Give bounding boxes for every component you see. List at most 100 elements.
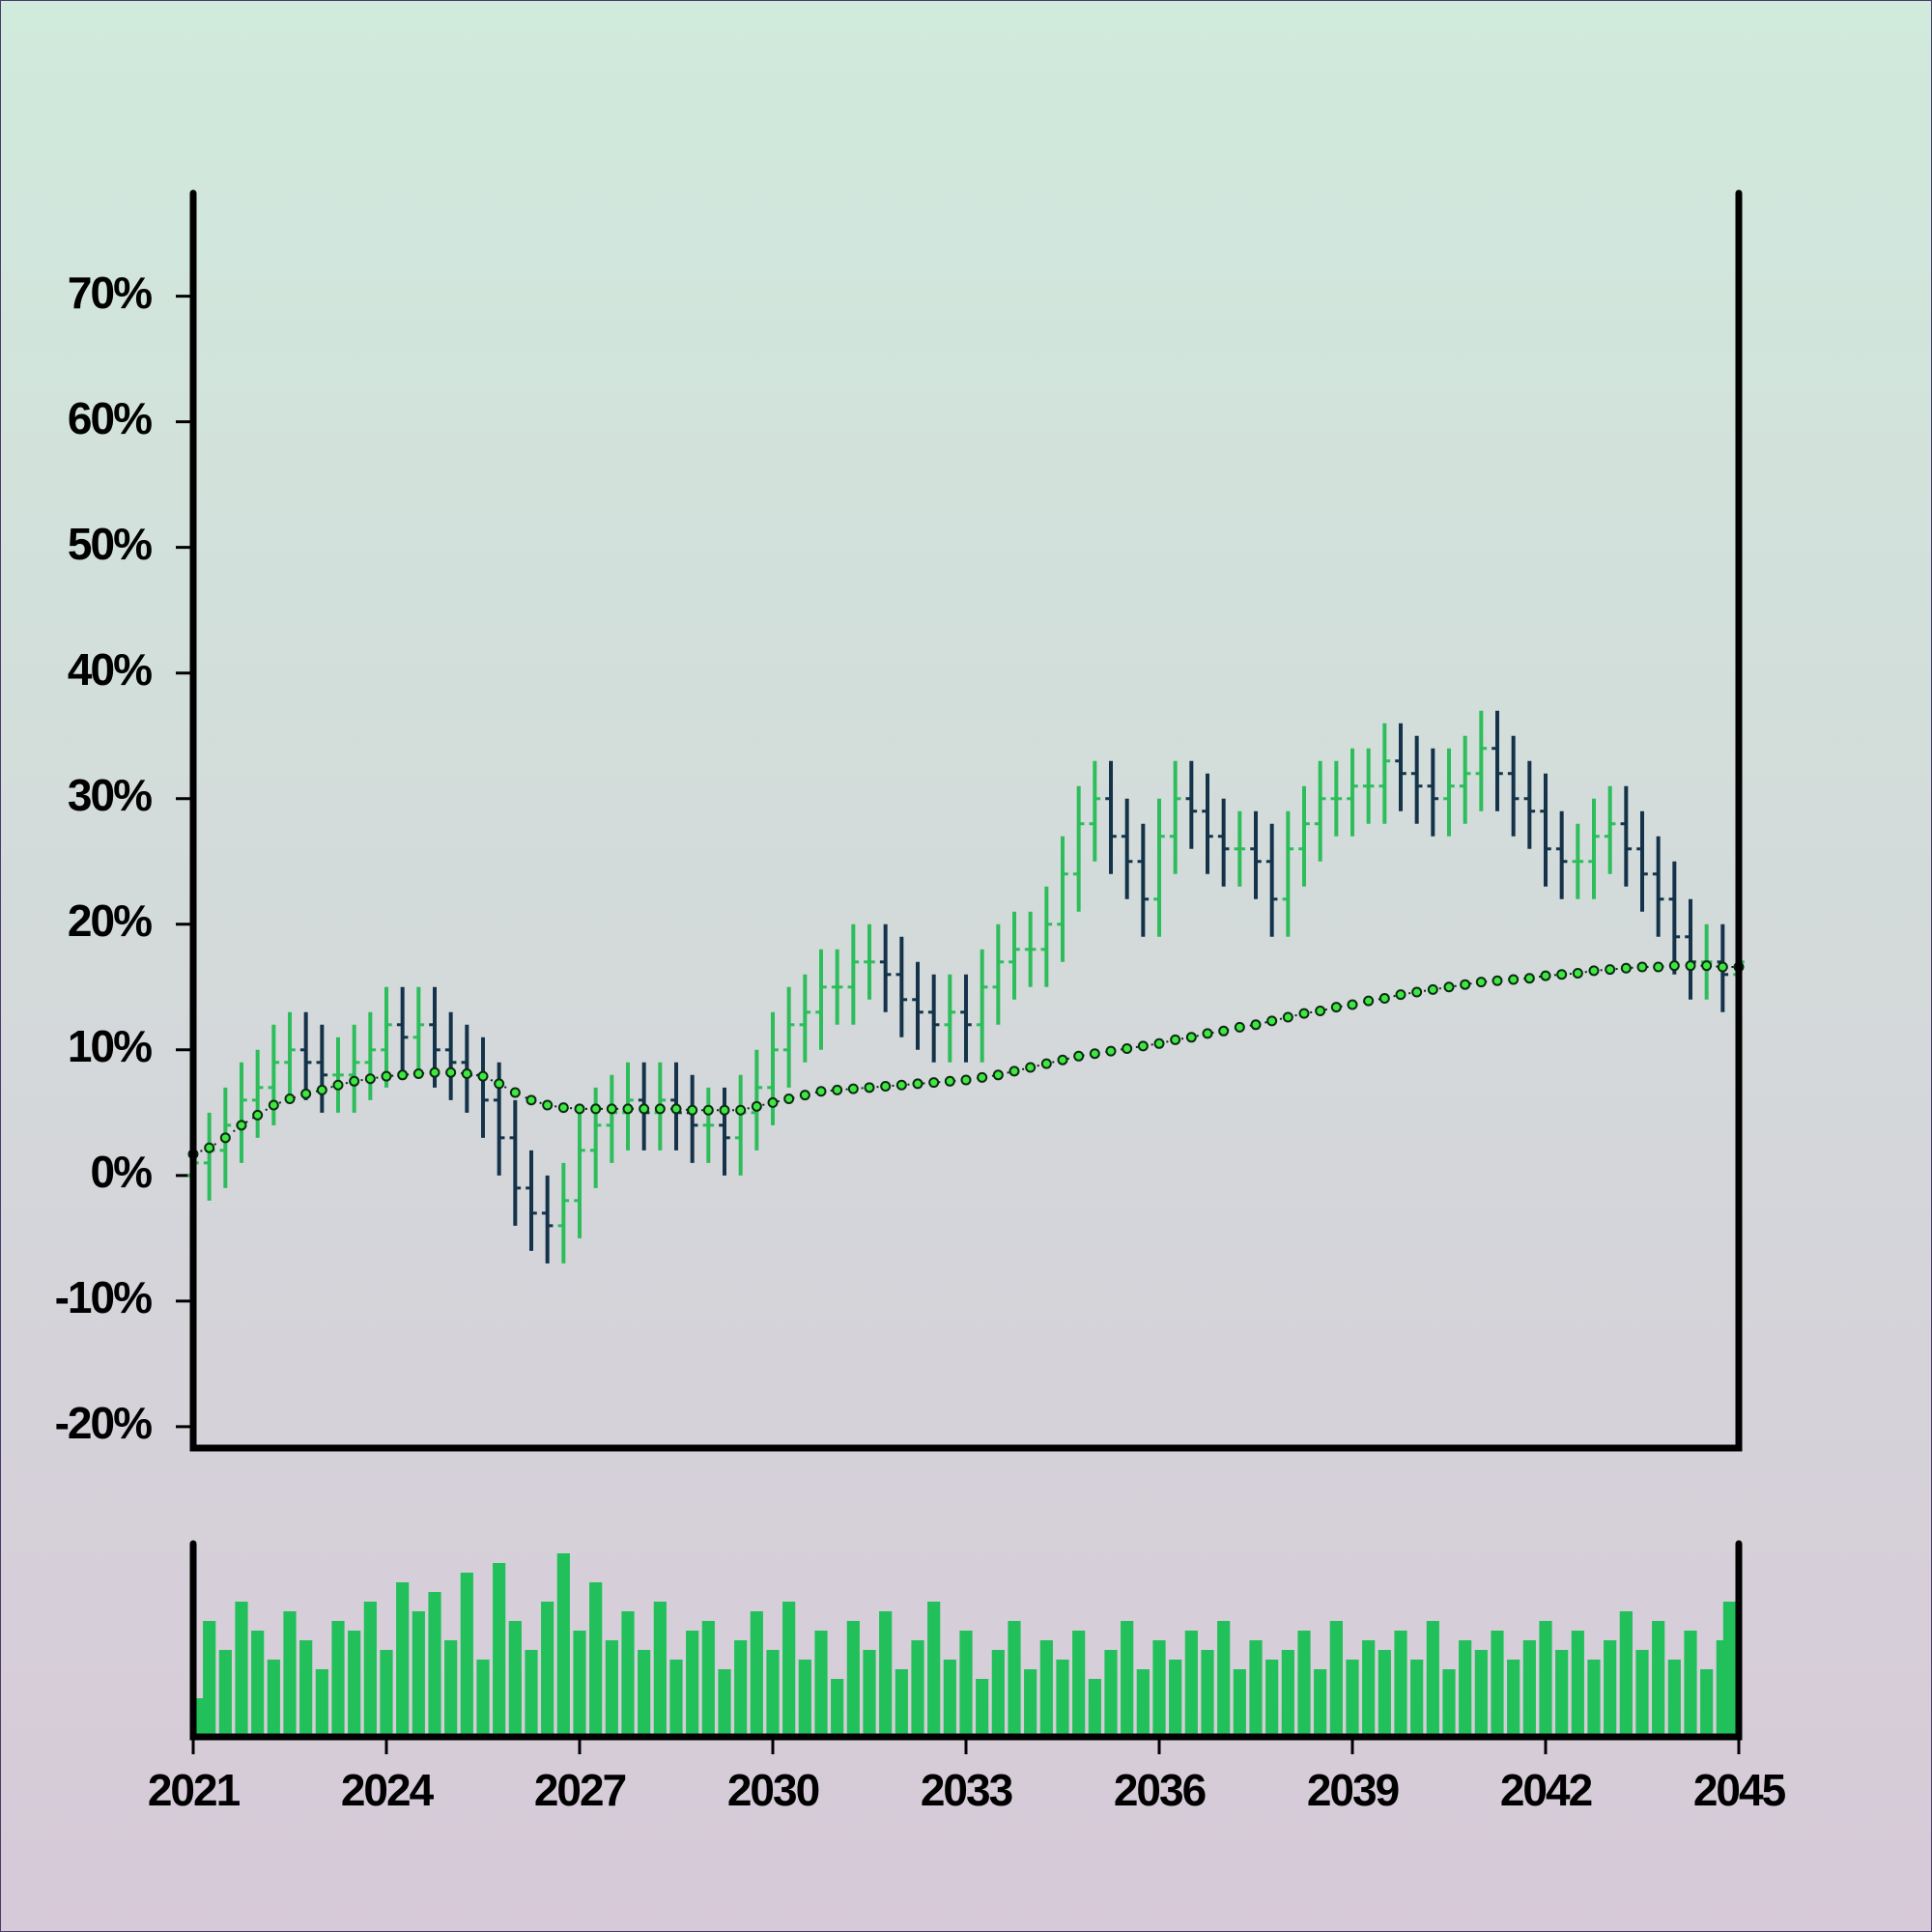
moving-average-point xyxy=(526,1094,537,1106)
moving-average-point xyxy=(960,1074,972,1086)
moving-average-point xyxy=(1315,1005,1326,1016)
moving-average-point xyxy=(687,1104,698,1116)
moving-average-point xyxy=(1185,1032,1197,1043)
y-tick-label: 70% xyxy=(68,268,152,318)
moving-average-point xyxy=(1685,960,1696,972)
moving-average-point xyxy=(702,1104,714,1116)
volume-bar xyxy=(218,1650,232,1737)
volume-bar xyxy=(589,1582,603,1737)
moving-average-point xyxy=(1347,999,1358,1010)
volume-bar xyxy=(331,1621,345,1737)
volume-bar xyxy=(1072,1631,1086,1737)
volume-bar xyxy=(235,1602,248,1737)
x-tick-label: 2036 xyxy=(1114,1765,1206,1815)
moving-average-point xyxy=(1057,1054,1068,1065)
moving-average-point xyxy=(735,1104,747,1116)
volume-bar xyxy=(1088,1679,1101,1737)
moving-average-point xyxy=(381,1070,392,1082)
volume-bar xyxy=(1426,1621,1439,1737)
x-tick-label: 2024 xyxy=(341,1765,435,1815)
moving-average-point xyxy=(880,1081,892,1093)
volume-bar xyxy=(911,1640,924,1737)
volume-bar xyxy=(638,1650,651,1737)
volume-bar xyxy=(1346,1660,1359,1737)
volume-bar xyxy=(348,1631,361,1737)
volume-bar xyxy=(1684,1631,1697,1737)
x-tick-label: 2039 xyxy=(1307,1765,1399,1815)
y-tick-label: 30% xyxy=(68,770,152,820)
volume-bar xyxy=(1008,1621,1021,1737)
moving-average-point xyxy=(783,1094,795,1105)
volume-bar xyxy=(750,1611,763,1737)
moving-average-point xyxy=(1508,974,1520,985)
moving-average-point xyxy=(1330,1002,1342,1013)
moving-average-point xyxy=(316,1084,327,1095)
x-tick-label: 2042 xyxy=(1500,1765,1592,1815)
volume-bar xyxy=(315,1669,328,1737)
volume-bar xyxy=(1297,1631,1311,1737)
volume-bar xyxy=(1314,1669,1327,1737)
moving-average-point xyxy=(815,1086,827,1097)
moving-average-point xyxy=(1025,1062,1037,1073)
volume-bar xyxy=(1329,1621,1343,1737)
volume-bar xyxy=(959,1631,973,1737)
moving-average-point xyxy=(461,1068,472,1080)
volume-bar xyxy=(1619,1611,1633,1737)
moving-average-point xyxy=(1073,1050,1085,1062)
moving-average-point xyxy=(1298,1008,1310,1019)
moving-average-point xyxy=(590,1103,602,1115)
volume-bar xyxy=(976,1679,989,1737)
moving-average-point xyxy=(1378,992,1390,1004)
volume-bar xyxy=(1281,1650,1294,1737)
volume-bar xyxy=(460,1573,473,1737)
volume-bar xyxy=(669,1660,683,1737)
moving-average-point xyxy=(1540,970,1551,981)
volume-bar xyxy=(831,1679,844,1737)
volume-bar xyxy=(476,1660,490,1737)
volume-bar xyxy=(203,1621,216,1737)
axes xyxy=(189,189,1743,1741)
volume-bar xyxy=(1056,1660,1069,1737)
volume-bar xyxy=(1459,1640,1472,1737)
volume-bar xyxy=(734,1640,748,1737)
moving-average-point xyxy=(1266,1015,1278,1027)
volume-bar xyxy=(1667,1660,1681,1737)
moving-average-point xyxy=(944,1075,955,1087)
y-tick-label: 40% xyxy=(68,644,152,695)
volume-bar xyxy=(1201,1650,1214,1737)
volume-bar xyxy=(283,1611,297,1737)
volume-bar xyxy=(1571,1631,1584,1737)
moving-average-point xyxy=(1234,1021,1245,1033)
moving-average-point xyxy=(1588,965,1600,977)
volume-bar xyxy=(782,1602,796,1737)
volume-bar xyxy=(895,1669,908,1737)
moving-average-point xyxy=(1523,973,1535,984)
moving-average-point xyxy=(574,1103,585,1115)
volume-bar xyxy=(927,1602,941,1737)
volume-bar xyxy=(1024,1669,1037,1737)
volume-bar xyxy=(1722,1602,1736,1737)
volume-bar xyxy=(701,1621,715,1737)
moving-average-point xyxy=(1105,1045,1117,1057)
moving-average-point xyxy=(219,1132,231,1144)
volume-bar xyxy=(814,1631,828,1737)
moving-average-point xyxy=(1572,967,1583,979)
moving-average-point xyxy=(1122,1043,1133,1055)
y-tick-label: 60% xyxy=(68,393,152,443)
moving-average-point xyxy=(300,1088,312,1099)
y-tick-label: -20% xyxy=(55,1398,152,1448)
volume-bar xyxy=(1217,1621,1231,1737)
y-tick-label: -10% xyxy=(55,1272,152,1322)
volume-bar xyxy=(573,1631,586,1737)
moving-average-point xyxy=(622,1103,634,1115)
moving-average-point xyxy=(847,1083,859,1094)
moving-average-point xyxy=(1395,989,1406,1001)
y-tick-label: 50% xyxy=(68,519,152,569)
y-tick-label: 0% xyxy=(91,1147,153,1197)
volume-bar xyxy=(1233,1669,1246,1737)
moving-average-point xyxy=(1153,1037,1165,1049)
volume-bar xyxy=(299,1640,313,1737)
moving-average-point xyxy=(349,1075,360,1087)
moving-average-point xyxy=(767,1096,779,1108)
